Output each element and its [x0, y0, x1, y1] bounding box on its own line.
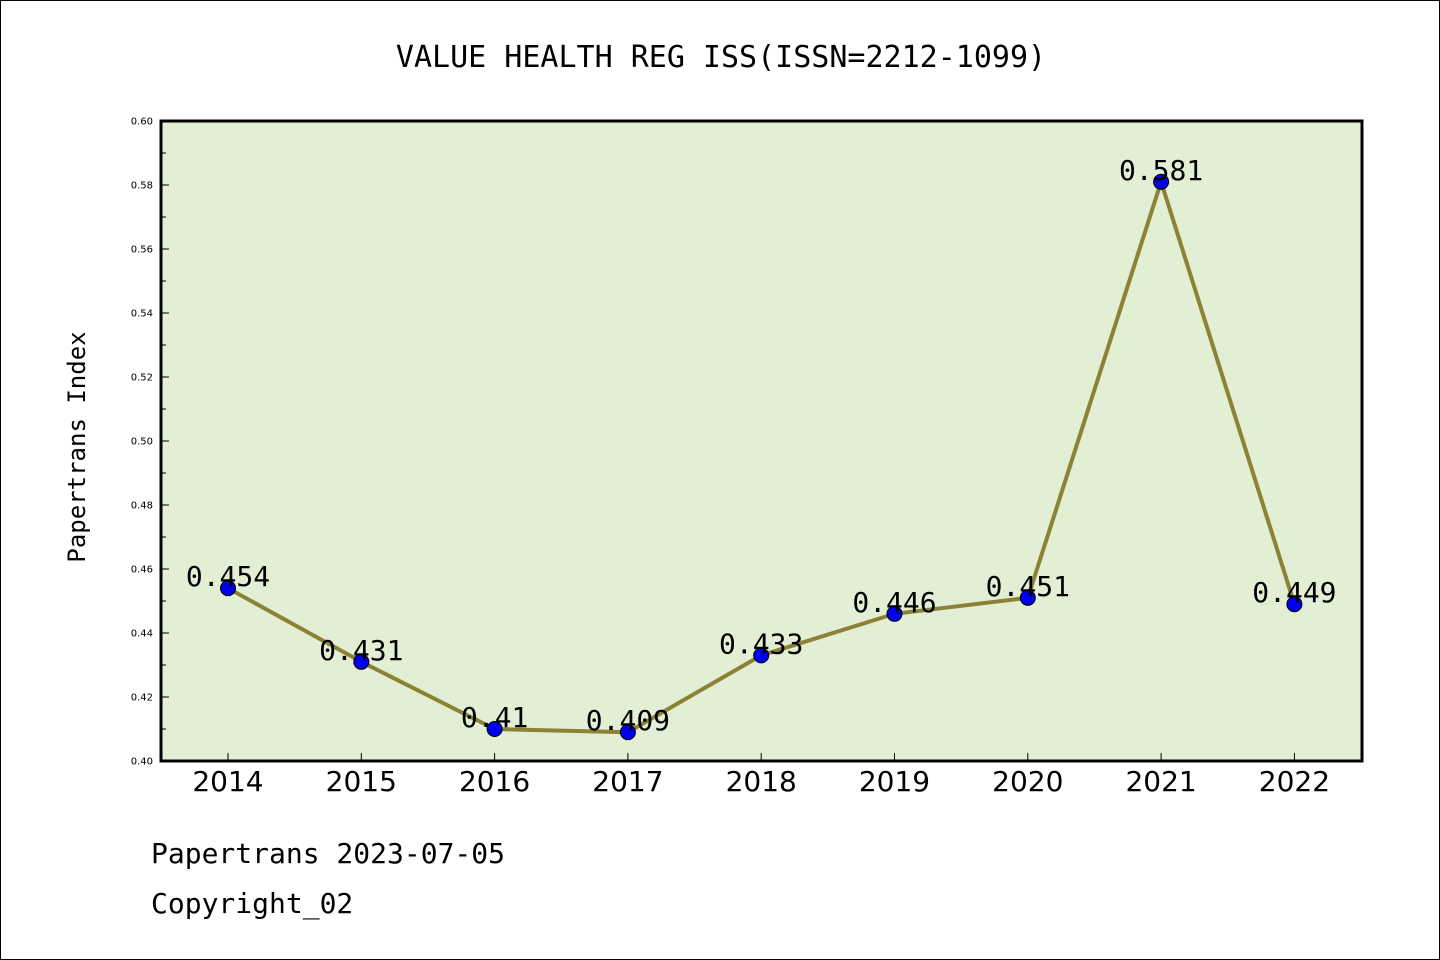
data-label: 0.433	[719, 627, 803, 660]
x-tick-label: 2019	[859, 765, 930, 798]
data-label: 0.581	[1119, 154, 1203, 187]
data-point	[886, 605, 903, 622]
y-tick-label: 0.44	[131, 629, 153, 640]
chart-title: VALUE HEALTH REG ISS(ISSN=2212-1099)	[396, 40, 1046, 75]
data-label: 0.431	[319, 634, 403, 667]
y-tick-label: 0.42	[131, 693, 153, 704]
series-markers	[220, 173, 1303, 741]
y-tick-label: 0.40	[131, 757, 153, 768]
data-label: 0.409	[586, 704, 670, 737]
data-point	[1153, 173, 1170, 190]
x-tick-label: 2022	[1259, 765, 1330, 798]
y-tick-label: 0.50	[131, 437, 153, 448]
data-point	[753, 647, 770, 664]
footer-date: Papertrans 2023-07-05	[151, 837, 506, 870]
y-tick-label: 0.58	[131, 181, 153, 192]
data-label: 0.449	[1252, 576, 1336, 609]
data-labels: 0.454 0.431 0.41 0.409 0.433 0.446 0.451 0.581 0…	[186, 154, 1337, 737]
data-label: 0.451	[986, 570, 1070, 603]
x-tick-label: 2014	[192, 765, 263, 798]
data-label: 0.41	[461, 701, 528, 734]
y-axis-label: Papertrans Index	[63, 331, 91, 562]
data-point	[619, 724, 636, 741]
data-point	[486, 721, 503, 737]
x-tick-label: 2020	[992, 765, 1063, 798]
x-axis: 2014 2015 2016 2017 2018 2019 2020 2021 2022	[192, 753, 1330, 798]
y-tick-label: 0.46	[131, 565, 153, 576]
y-tick-label: 0.48	[131, 501, 153, 512]
x-tick-label: 2017	[592, 765, 663, 798]
y-tick-label: 0.54	[131, 309, 153, 320]
x-tick-label: 2018	[726, 765, 797, 798]
data-label: 0.454	[186, 560, 270, 593]
data-point	[1286, 596, 1303, 613]
data-point	[353, 653, 370, 670]
y-tick-label: 0.56	[131, 245, 153, 256]
plot-frame	[159, 119, 1364, 763]
data-point	[1019, 589, 1036, 606]
footer-copyright: Copyright_02	[151, 887, 354, 920]
data-point	[220, 580, 236, 597]
y-tick-label: 0.52	[131, 373, 153, 384]
x-tick-label: 2016	[459, 765, 530, 798]
x-tick-label: 2021	[1125, 765, 1196, 798]
data-label: 0.446	[852, 586, 936, 619]
x-tick-label: 2015	[326, 765, 397, 798]
y-tick-label: 0.60	[131, 117, 153, 128]
